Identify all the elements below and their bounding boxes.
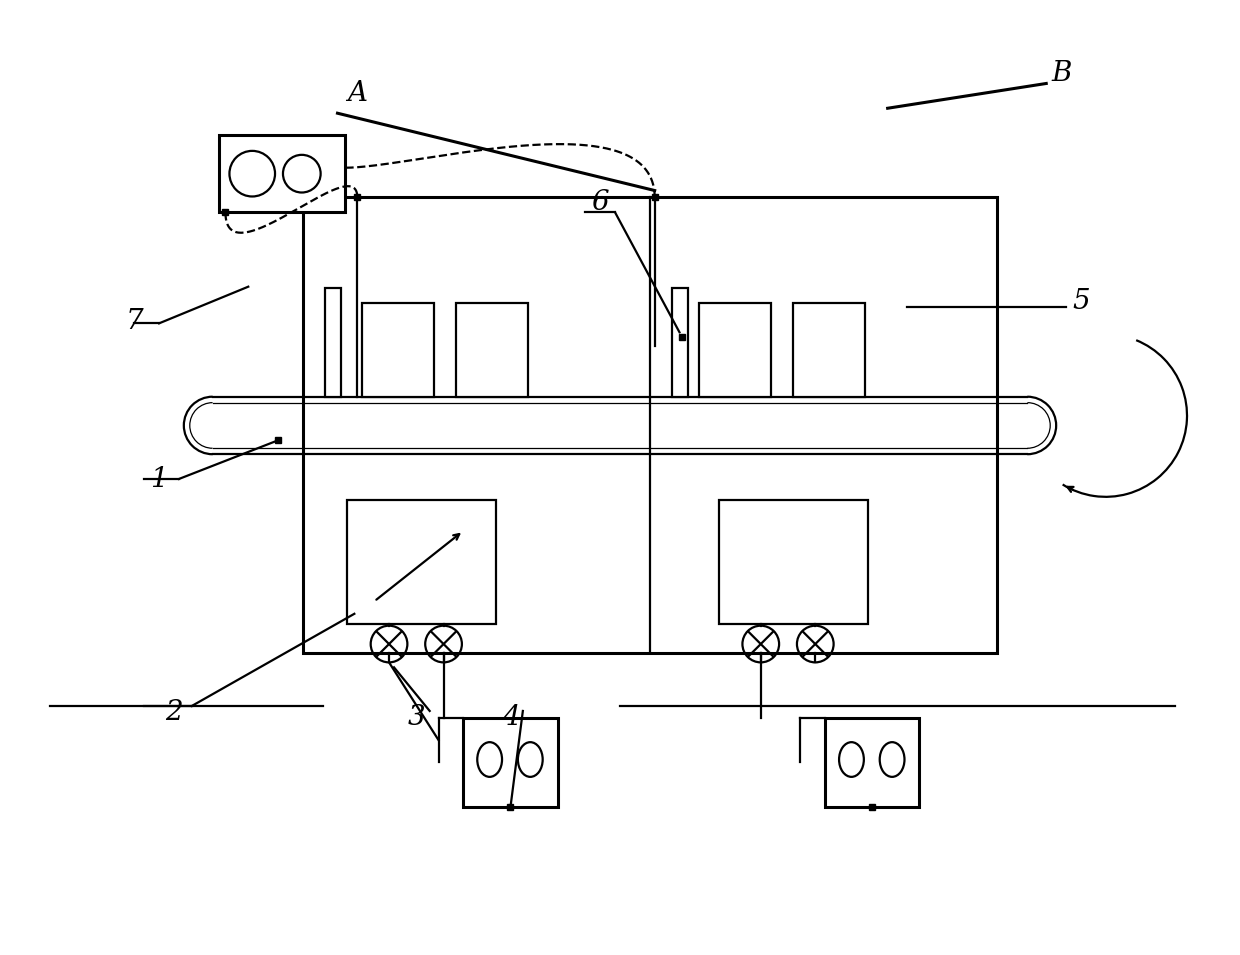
Text: 1: 1 xyxy=(150,466,167,494)
Text: A: A xyxy=(347,80,367,107)
Text: 7: 7 xyxy=(125,308,143,335)
Bar xyxy=(464,718,558,807)
Bar xyxy=(362,303,434,396)
Bar xyxy=(825,718,919,807)
Bar xyxy=(794,303,864,396)
Bar xyxy=(672,287,688,396)
Bar xyxy=(347,499,496,624)
Text: 4: 4 xyxy=(502,705,520,732)
Bar xyxy=(699,303,771,396)
Text: B: B xyxy=(1052,60,1071,87)
Bar xyxy=(218,135,346,212)
Bar xyxy=(303,198,997,653)
Text: 3: 3 xyxy=(408,705,425,732)
Text: 5: 5 xyxy=(1073,288,1090,315)
Text: 2: 2 xyxy=(165,699,182,727)
Bar xyxy=(325,287,341,396)
Bar xyxy=(456,303,528,396)
Bar xyxy=(719,499,868,624)
Text: 6: 6 xyxy=(591,189,609,216)
